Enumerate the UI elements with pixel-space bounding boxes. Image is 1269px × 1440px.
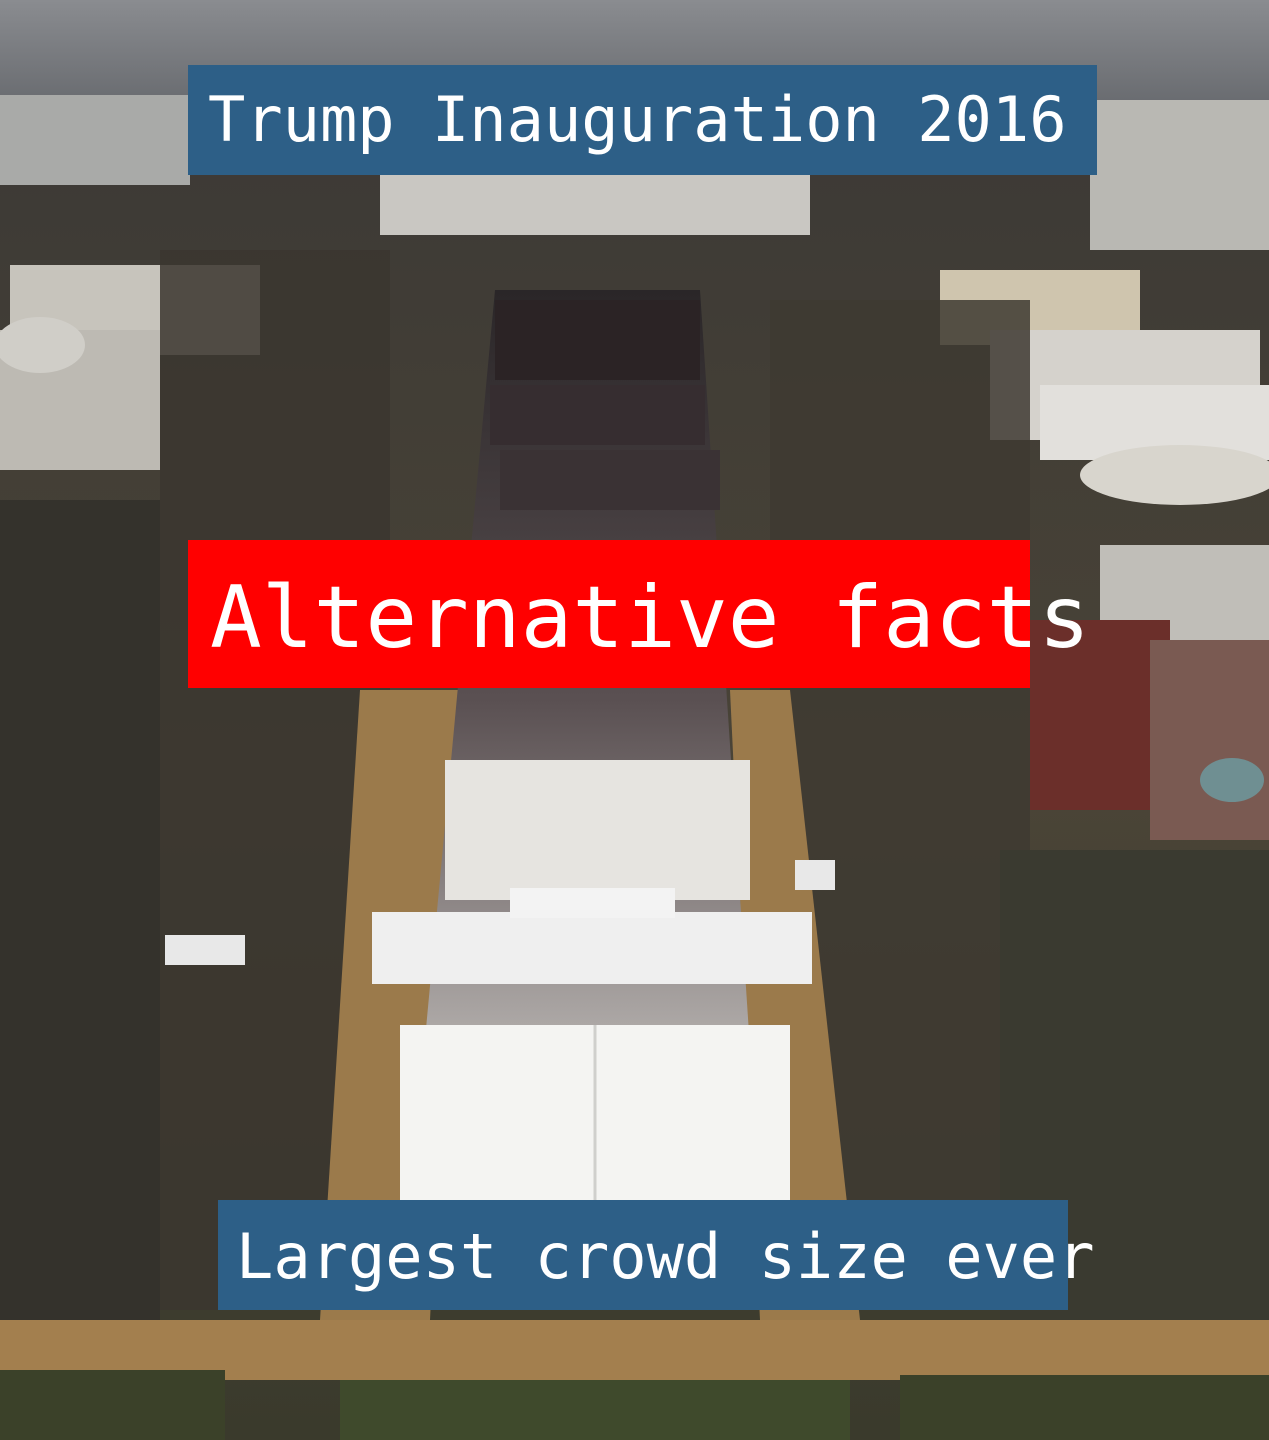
tent — [795, 860, 835, 890]
crowd — [495, 300, 700, 380]
lawn — [0, 1370, 225, 1440]
crowd — [490, 385, 705, 445]
building — [1150, 640, 1269, 840]
tent — [165, 935, 245, 965]
white-ground-cover — [445, 760, 750, 900]
title-caption-text: Trump Inauguration 2016 — [208, 83, 1067, 156]
bottom-caption-text: Largest crowd size ever — [236, 1220, 1095, 1293]
capitol-building — [380, 165, 810, 235]
tree-line — [0, 500, 160, 1360]
building — [0, 95, 190, 185]
building — [1090, 100, 1269, 250]
crowd — [500, 450, 720, 510]
main-caption: Alternative facts — [188, 540, 1090, 688]
tent — [510, 888, 675, 918]
circular-building — [1080, 445, 1269, 505]
small-dome — [1200, 758, 1264, 802]
lawn — [900, 1375, 1269, 1440]
bottom-caption: Largest crowd size ever — [218, 1200, 1095, 1310]
tent — [372, 912, 812, 984]
main-caption-text: Alternative facts — [210, 568, 1091, 668]
red-brick-building — [1030, 620, 1170, 810]
dome — [0, 317, 85, 373]
title-caption: Trump Inauguration 2016 — [188, 65, 1097, 175]
lawn — [340, 1380, 850, 1440]
